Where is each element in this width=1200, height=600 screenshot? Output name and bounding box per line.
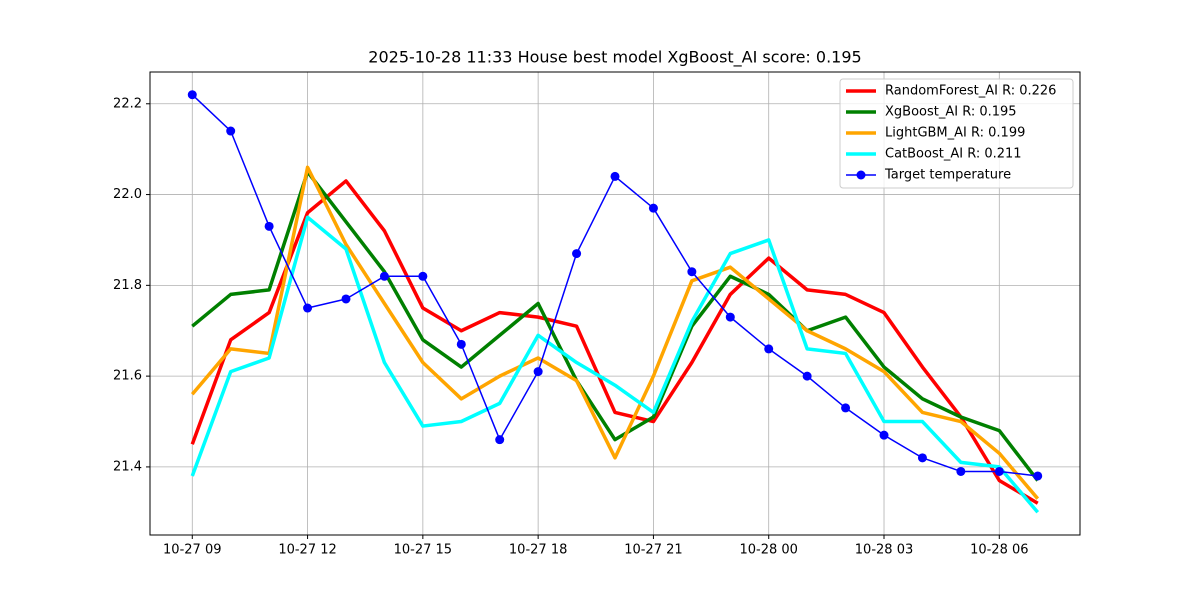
data-point (610, 171, 620, 181)
x-tick-label: 10-27 15 (394, 543, 452, 558)
data-point (264, 221, 274, 231)
x-tick-label: 10-28 00 (739, 543, 797, 558)
data-point (917, 453, 927, 463)
data-point (841, 403, 851, 413)
series-line (191, 170, 1040, 482)
x-tick-label: 10-27 18 (509, 543, 567, 558)
plot-frame (149, 71, 1081, 536)
data-point (687, 267, 697, 277)
y-tick-label: 22.2 (113, 96, 142, 111)
legend-marker (856, 170, 866, 180)
x-tick-label: 10-28 06 (970, 543, 1028, 558)
data-point (725, 312, 735, 322)
legend-label: RandomForest_AI R: 0.226 (885, 84, 1056, 99)
data-point (879, 430, 889, 440)
data-point (533, 367, 543, 377)
legend-box (839, 78, 1074, 189)
y-tick-label: 21.4 (113, 459, 142, 474)
x-tick-label: 10-27 12 (278, 543, 336, 558)
data-point (456, 339, 466, 349)
x-tick-label: 10-27 21 (624, 543, 682, 558)
data-point (303, 303, 313, 313)
data-point (994, 466, 1004, 476)
data-point (802, 371, 812, 381)
series-line (190, 215, 1040, 514)
data-point (187, 90, 197, 100)
data-point (341, 294, 351, 304)
data-point (764, 344, 774, 354)
legend-label: Target temperature (884, 168, 1011, 183)
legend-label: CatBoost_AI R: 0.211 (885, 147, 1022, 162)
legend-label: LightGBM_AI R: 0.199 (885, 126, 1025, 141)
chart-title: 2025-10-28 11:33 House best model XgBoos… (368, 48, 861, 68)
data-point (648, 203, 658, 213)
data-point (418, 271, 428, 281)
x-tick-label: 10-27 09 (163, 543, 221, 558)
x-tick-label: 10-28 03 (855, 543, 913, 558)
y-tick-label: 22.0 (113, 187, 142, 202)
data-point (1033, 471, 1043, 481)
data-point (956, 466, 966, 476)
data-point (226, 126, 236, 136)
series-line (190, 179, 1039, 505)
data-point (495, 435, 505, 445)
y-tick-label: 21.8 (113, 278, 142, 293)
series-line (190, 165, 1040, 500)
y-tick-label: 21.6 (113, 369, 142, 384)
legend: RandomForest_AI R: 0.226 XgBoost_AI R: 0.… (839, 78, 1074, 189)
legend-label: XgBoost_AI R: 0.195 (885, 105, 1017, 120)
data-point (379, 271, 389, 281)
data-point (572, 249, 582, 259)
